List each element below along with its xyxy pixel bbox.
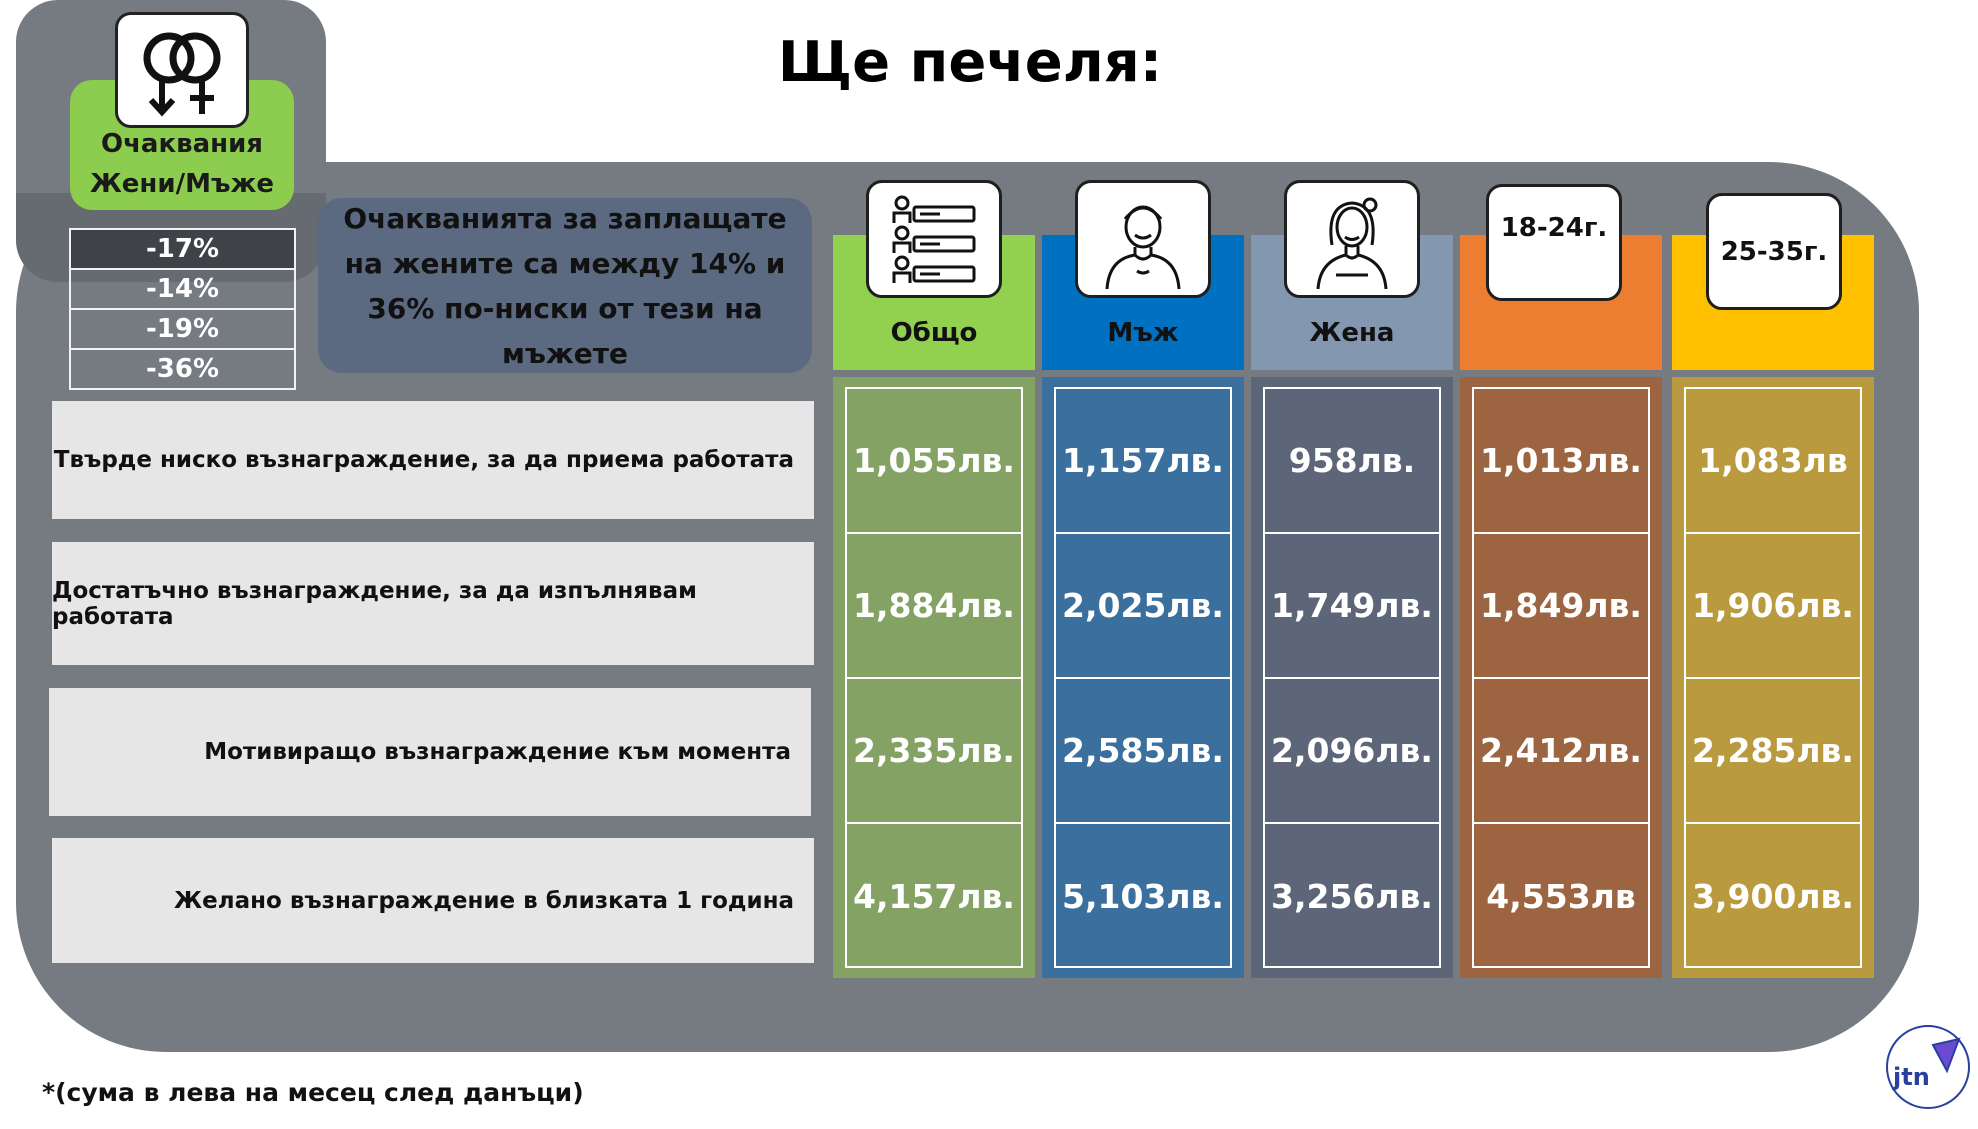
note-line: на жените са между 14% и bbox=[344, 246, 786, 280]
percent-cell: -14% bbox=[69, 268, 296, 310]
row-label: Желано възнаграждение в близката 1 годин… bbox=[52, 838, 814, 963]
value-cell: 1,749лв. bbox=[1265, 534, 1439, 679]
value-cell: 2,412лв. bbox=[1474, 679, 1648, 824]
value-cell: 1,055лв. bbox=[847, 389, 1021, 534]
woman-avatar-icon bbox=[1284, 180, 1420, 298]
note-line: мъжете bbox=[502, 336, 628, 370]
percent-cell: -17% bbox=[69, 228, 296, 270]
note-line: 36% по-ниски от тези на bbox=[367, 291, 763, 325]
value-cell: 2,025лв. bbox=[1056, 534, 1230, 679]
value-cell: 3,900лв. bbox=[1692, 877, 1854, 916]
people-list-icon bbox=[866, 180, 1002, 298]
percent-difference-table: -17% -14% -19% -36% bbox=[69, 228, 296, 390]
value-cell: 2,335лв. bbox=[847, 679, 1021, 824]
value-cell: 1,906лв. bbox=[1686, 534, 1860, 679]
man-avatar-icon bbox=[1075, 180, 1211, 298]
footnote: *(сума в лева на месец след данъци) bbox=[42, 1078, 584, 1107]
note-line: Очакванията за заплащате bbox=[343, 201, 787, 235]
value-cell: 1,157лв. bbox=[1056, 389, 1230, 534]
column-body-18-24: 1,013лв. 1,849лв. 2,412лв. 4,553лв bbox=[1460, 377, 1662, 978]
jtn-logo: jtn bbox=[1886, 1025, 1970, 1109]
value-cell: 1,013лв. bbox=[1474, 389, 1648, 534]
column-label-25-35: 25-35г. bbox=[1720, 236, 1828, 267]
page-title: Ще печеля: bbox=[777, 30, 1163, 95]
value-cell: 2,285лв. bbox=[1686, 679, 1860, 824]
logo-text: jtn bbox=[1892, 1063, 1930, 1091]
value-cell: 1,884лв. bbox=[847, 534, 1021, 679]
gender-card-label-1: Очаквания bbox=[100, 129, 264, 159]
column-body-female: 958лв. 1,749лв. 2,096лв. 3,256лв. bbox=[1251, 377, 1453, 978]
value-cell: 958лв. bbox=[1265, 389, 1439, 534]
value-cell: 2,585лв. bbox=[1056, 679, 1230, 824]
percent-cell: -36% bbox=[69, 348, 296, 390]
column-body-male: 1,157лв. 2,025лв. 2,585лв. 5,103лв. bbox=[1042, 377, 1244, 978]
value-cell: 4,553лв bbox=[1486, 877, 1636, 916]
column-body-25-35: 1,083лв 1,906лв. 2,285лв. 3,900лв. bbox=[1672, 377, 1874, 978]
value-cell: 3,256лв. bbox=[1271, 877, 1433, 916]
percent-cell: -19% bbox=[69, 308, 296, 350]
age-18-24-label-box: 18-24г. bbox=[1486, 184, 1622, 301]
column-body-total: 1,055лв. 1,884лв. 2,335лв. 4,157лв. bbox=[833, 377, 1035, 978]
value-cell: 1,083лв bbox=[1686, 389, 1860, 534]
value-cell: 1,849лв. bbox=[1474, 534, 1648, 679]
gender-symbols-icon bbox=[115, 12, 249, 128]
age-25-35-label-box: 25-35г. bbox=[1706, 193, 1842, 310]
row-label: Твърде ниско възнаграждение, за да прием… bbox=[52, 401, 814, 519]
column-label-18-24: 18-24г. bbox=[1500, 212, 1608, 243]
value-cell: 2,096лв. bbox=[1265, 679, 1439, 824]
value-cell: 4,157лв. bbox=[853, 877, 1015, 916]
gender-gap-note: Очакванията за заплащате на жените са ме… bbox=[318, 198, 812, 373]
value-cell: 5,103лв. bbox=[1062, 877, 1224, 916]
gender-card-label-2: Жени/Мъже bbox=[89, 169, 275, 199]
row-label: Мотивиращо възнаграждение към момента bbox=[49, 688, 811, 816]
row-label: Достатъчно възнаграждение, за да изпълня… bbox=[52, 542, 814, 665]
